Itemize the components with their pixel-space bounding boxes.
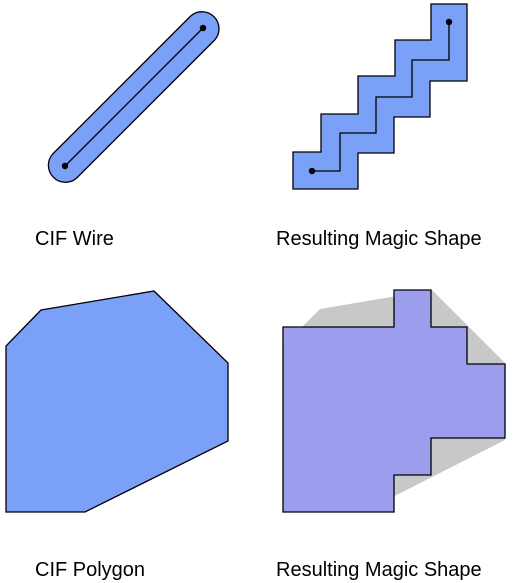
staircase-endpoint-end bbox=[445, 18, 453, 26]
caption-cif-polygon: CIF Polygon bbox=[35, 559, 145, 581]
cif-polygon-shape bbox=[5, 290, 229, 513]
caption-cif-wire: CIF Wire bbox=[35, 228, 114, 250]
cif-polygon-panel bbox=[5, 290, 229, 513]
magic-staircase-shape bbox=[282, 289, 506, 513]
polygon-result-panel bbox=[282, 289, 506, 513]
caption-polygon-result: Resulting Magic Shape bbox=[276, 559, 482, 581]
wire-result-panel bbox=[292, 3, 468, 190]
cif-wire-panel bbox=[47, 11, 220, 183]
staircase-centerline bbox=[312, 22, 450, 172]
staircase-endpoint-start bbox=[308, 167, 316, 175]
caption-wire-result: Resulting Magic Shape bbox=[276, 228, 482, 250]
wire-centerline bbox=[64, 27, 204, 167]
wire-endpoint-bottom bbox=[61, 162, 69, 170]
wire-endpoint-top bbox=[199, 24, 207, 32]
